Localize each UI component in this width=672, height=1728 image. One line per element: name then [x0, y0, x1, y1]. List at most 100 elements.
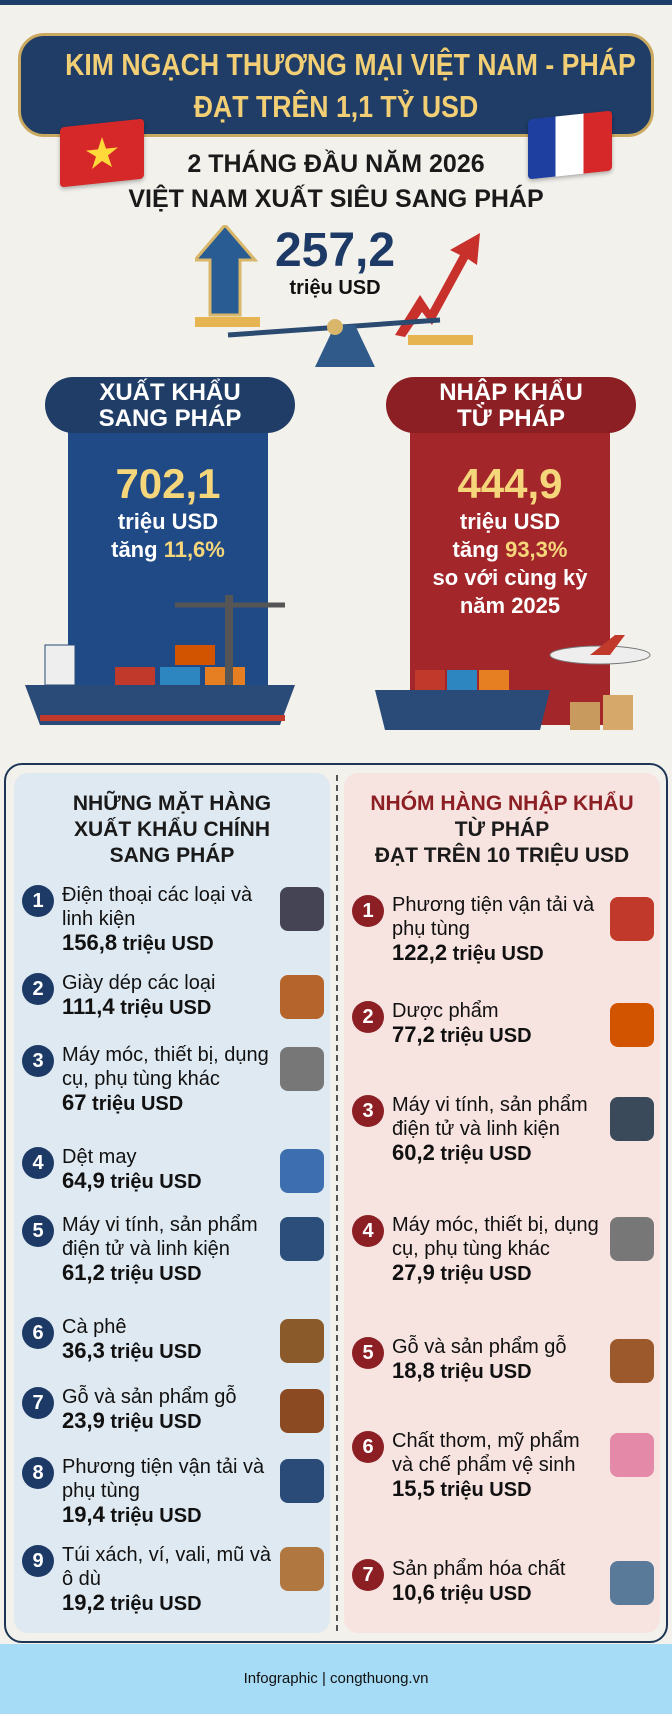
item-unit: triệu USD: [104, 1411, 202, 1433]
airplane-car-icon: [610, 897, 654, 941]
backpack-icon: [280, 1547, 324, 1591]
item-unit: triệu USD: [434, 1143, 532, 1165]
item-value: 61,2: [62, 1260, 105, 1285]
item-value: 27,9: [392, 1260, 435, 1285]
item-number: 3: [22, 1045, 54, 1077]
item-value: 156,8: [62, 930, 118, 955]
item-name: Phương tiện vận tải và phụ tùng: [62, 1456, 265, 1502]
perfume-icon: [610, 1433, 654, 1477]
item-value: 19,2: [62, 1590, 105, 1615]
up-arrow-icon: [195, 225, 259, 317]
headline-text: VIỆT NAM XUẤT SIÊU SANG PHÁP: [128, 185, 544, 213]
divider: [336, 775, 338, 1631]
item-unit: triệu USD: [104, 1593, 202, 1615]
test-tubes-icon: [610, 1561, 654, 1605]
item-number: 4: [352, 1215, 384, 1247]
import-value: 444,9: [457, 460, 563, 507]
item-unit: triệu USD: [434, 1263, 532, 1285]
item-name: Máy móc, thiết bị, dụng cụ, phụ tùng khá…: [62, 1044, 269, 1090]
item-unit: triệu USD: [434, 1479, 532, 1501]
item-value: 64,9: [62, 1168, 105, 1193]
vietnam-flag-icon: [60, 118, 144, 188]
item-number: 8: [22, 1457, 54, 1489]
item-unit: triệu USD: [114, 997, 212, 1019]
item-number: 6: [22, 1317, 54, 1349]
item-value: 122,2: [392, 940, 448, 965]
import-label-line1: NHẬP KHẨU: [439, 379, 583, 406]
import-growth-prefix: tăng: [452, 537, 506, 562]
item-number: 3: [352, 1095, 384, 1127]
infographic: KIM NGẠCH THƯƠNG MẠI VIỆT NAM - PHÁP ĐẠT…: [0, 0, 672, 1644]
export-growth-prefix: tăng: [111, 537, 164, 562]
item-unit: triệu USD: [104, 1505, 202, 1527]
item-number: 9: [22, 1545, 54, 1577]
item-name: Túi xách, ví, vali, mũ và ô dù: [62, 1544, 271, 1590]
item-name: Máy vi tính, sản phẩm điện tử và linh ki…: [392, 1094, 588, 1140]
balance-scale-icon: [195, 225, 480, 367]
item-number: 6: [352, 1431, 384, 1463]
item-value: 111,4: [62, 994, 115, 1019]
item-number: 7: [352, 1559, 384, 1591]
item-number: 5: [352, 1337, 384, 1369]
item-value: 10,6: [392, 1580, 435, 1605]
laptop-icon: [610, 1097, 654, 1141]
title-line-1: KIM NGẠCH THƯƠNG MẠI VIỆT NAM - PHÁP: [65, 47, 636, 82]
item-name: Phương tiện vận tải và phụ tùng: [392, 894, 595, 940]
item-unit: triệu USD: [86, 1093, 184, 1115]
tshirt-icon: [280, 1149, 324, 1193]
footer-credit: Infographic | congthuong.vn: [243, 1670, 429, 1687]
import-label-line2: TỪ PHÁP: [457, 405, 565, 432]
export-list-title-2: XUẤT KHẨU CHÍNH: [74, 818, 270, 841]
trend-arrow-icon: [395, 233, 480, 337]
item-name: Dệt may: [62, 1146, 137, 1168]
item-unit: triệu USD: [447, 943, 544, 965]
item-unit: triệu USD: [434, 1025, 532, 1047]
item-name: Dược phẩm: [392, 1000, 499, 1022]
item-unit: triệu USD: [117, 933, 214, 955]
item-value: 77,2: [392, 1022, 435, 1047]
import-compare-1: so với cùng kỳ: [432, 565, 588, 590]
item-number: 7: [22, 1387, 54, 1419]
surplus-value: 257,2: [274, 224, 396, 277]
item-name: Gỗ và sản phẩm gỗ: [62, 1386, 237, 1408]
item-number: 1: [22, 885, 54, 917]
item-unit: triệu USD: [104, 1263, 202, 1285]
item-value: 18,8: [392, 1358, 435, 1383]
item-unit: triệu USD: [104, 1171, 202, 1193]
period-text: 2 THÁNG ĐẦU NĂM 2026: [187, 150, 485, 178]
lists-panel: NHỮNG MẶT HÀNG XUẤT KHẨU CHÍNH SANG PHÁP…: [4, 763, 668, 1643]
item-name: Chất thơm, mỹ phẩm và chế phẩm vệ sinh: [392, 1430, 580, 1476]
item-name: Giày dép các loại: [62, 972, 216, 994]
import-list-title-3: ĐẠT TRÊN 10 TRIỆU USD: [374, 844, 630, 867]
item-value: 60,2: [392, 1140, 435, 1165]
wood-table-icon: [610, 1339, 654, 1383]
item-name: Điện thoại các loại và linh kiện: [62, 884, 253, 930]
import-list-title-2: TỪ PHÁP: [454, 818, 550, 841]
item-unit: triệu USD: [434, 1583, 532, 1605]
item-number: 5: [22, 1215, 54, 1247]
item-name: Cà phê: [62, 1316, 127, 1338]
import-label: NHẬP KHẨU TỪ PHÁP: [386, 377, 636, 433]
ship-airplane-boxes-icon: [375, 635, 651, 730]
item-value: 67: [62, 1090, 87, 1115]
export-list-title-3: SANG PHÁP: [109, 844, 235, 867]
export-growth: 11,6%: [163, 537, 225, 562]
item-value: 23,9: [62, 1408, 105, 1433]
shoe-icon: [280, 975, 324, 1019]
surplus-unit: triệu USD: [289, 277, 381, 299]
item-unit: triệu USD: [434, 1361, 532, 1383]
item-unit: triệu USD: [104, 1341, 202, 1363]
item-number: 2: [22, 973, 54, 1005]
item-number: 4: [22, 1147, 54, 1179]
title-line-2: ĐẠT TRÊN 1,1 TỶ USD: [193, 89, 479, 124]
import-unit: triệu USD: [459, 509, 561, 534]
import-compare-2: năm 2025: [459, 593, 561, 618]
medicine-icon: [610, 1003, 654, 1047]
export-value: 702,1: [115, 460, 221, 507]
gear-icon: [610, 1217, 654, 1261]
item-value: 15,5: [392, 1476, 435, 1501]
export-list-title-1: NHỮNG MẶT HÀNG: [72, 792, 272, 815]
export-list: NHỮNG MẶT HÀNG XUẤT KHẨU CHÍNH SANG PHÁP…: [14, 773, 330, 1633]
footer: Infographic | congthuong.vn: [0, 1644, 672, 1714]
import-list: NHÓM HÀNG NHẬP KHẨU TỪ PHÁP ĐẠT TRÊN 10 …: [344, 773, 660, 1633]
